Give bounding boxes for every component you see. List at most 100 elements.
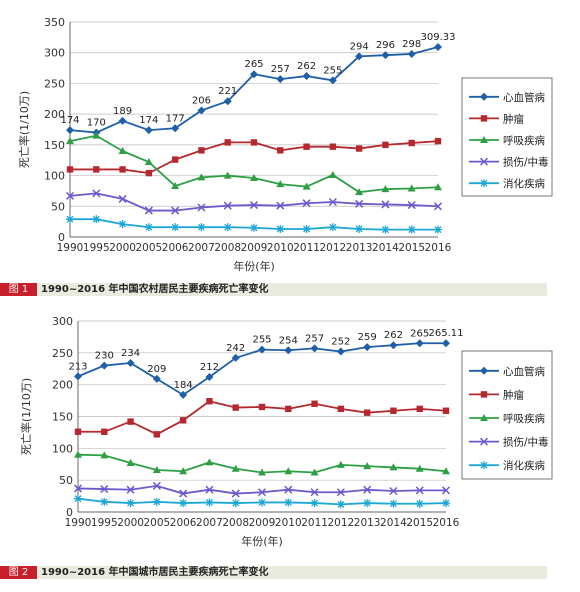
data-label: 174 <box>60 115 79 126</box>
data-label: 296 <box>376 40 395 51</box>
legend-marker <box>480 461 488 470</box>
data-label: 189 <box>113 106 132 117</box>
data-point <box>336 347 345 356</box>
data-label: 252 <box>331 337 350 348</box>
data-label: 298 <box>402 39 421 50</box>
data-point <box>442 467 450 475</box>
data-point <box>66 137 74 145</box>
data-label: 170 <box>87 118 106 129</box>
data-label: 242 <box>226 343 245 354</box>
data-point <box>231 353 240 362</box>
data-label: 221 <box>218 86 237 97</box>
data-point <box>258 468 266 476</box>
y-tick-label: 100 <box>44 170 65 183</box>
y-tick-label: 250 <box>44 77 65 90</box>
data-point <box>407 225 416 234</box>
data-point <box>302 199 311 208</box>
data-point <box>119 166 126 173</box>
data-point <box>303 143 310 150</box>
data-point <box>382 141 389 149</box>
data-point <box>328 170 337 178</box>
data-point <box>231 464 240 472</box>
data-point <box>198 147 205 154</box>
x-tick-label: 2015 <box>398 242 425 254</box>
x-tick-label: 1995 <box>91 517 118 529</box>
data-point <box>310 468 319 476</box>
data-label: 177 <box>166 113 185 124</box>
data-point <box>284 485 293 494</box>
data-point <box>416 405 423 413</box>
y-tick-label: 150 <box>44 139 65 152</box>
data-point <box>73 484 83 493</box>
data-point <box>152 481 161 490</box>
data-point <box>310 499 319 508</box>
y-axis-title: 死亡率(1/10万) <box>17 91 31 168</box>
data-point <box>179 489 188 498</box>
data-point <box>100 361 109 370</box>
legend-marker <box>480 115 488 122</box>
data-point <box>408 139 415 147</box>
data-point <box>277 147 284 154</box>
data-point <box>434 137 442 145</box>
data-point <box>328 76 337 85</box>
data-point <box>171 156 179 163</box>
data-point <box>302 225 311 234</box>
data-point <box>144 158 153 166</box>
legend-label: 消化疾病 <box>503 177 545 190</box>
data-label: 184 <box>174 380 193 391</box>
data-point <box>302 72 311 81</box>
series-1 <box>74 398 450 438</box>
data-point <box>381 185 390 193</box>
data-point <box>355 188 364 196</box>
data-point <box>171 206 180 215</box>
data-label: 294 <box>350 41 369 52</box>
x-tick-label: 2005 <box>135 242 162 254</box>
data-point <box>337 405 345 413</box>
legend-label: 呼吸疾病 <box>503 134 545 147</box>
data-label: 234 <box>121 348 140 359</box>
data-point <box>224 139 231 146</box>
data-point <box>250 139 258 146</box>
data-label: 212 <box>200 362 219 373</box>
data-point <box>231 499 240 508</box>
x-tick-label: 2015 <box>406 517 433 529</box>
caption-1-text: 1990~2016 年中国农村居民主要疾病死亡率变化 <box>41 284 269 295</box>
data-point <box>118 116 127 125</box>
data-point <box>415 339 424 348</box>
data-point <box>442 339 450 348</box>
data-point <box>258 345 266 354</box>
x-tick-label: 2005 <box>143 517 170 529</box>
data-point <box>258 498 266 507</box>
x-tick-label: 2010 <box>267 242 294 254</box>
data-point <box>329 143 337 150</box>
data-point <box>100 497 109 506</box>
data-point <box>389 463 398 471</box>
caption-2-text: 1990~2016 年中国城市居民主要疾病死亡率变化 <box>41 567 269 578</box>
y-tick-label: 250 <box>52 347 73 360</box>
x-tick-label: 2014 <box>380 517 407 529</box>
data-point <box>145 169 153 177</box>
data-point <box>152 374 161 383</box>
series-2 <box>74 450 450 476</box>
data-label: 255 <box>323 65 342 76</box>
y-tick-label: 150 <box>52 411 73 424</box>
x-tick-label: 1990 <box>57 242 84 254</box>
data-point <box>381 200 390 209</box>
y-tick-label: 50 <box>51 200 65 213</box>
data-point <box>355 145 363 152</box>
data-point <box>126 499 135 508</box>
data-point <box>249 201 259 210</box>
legend-marker <box>480 366 488 375</box>
data-point <box>355 52 364 61</box>
data-label: 262 <box>384 330 403 341</box>
x-tick-label: 2006 <box>162 242 189 254</box>
data-point <box>101 428 108 435</box>
x-tick-label: 2013 <box>354 517 381 529</box>
data-point <box>336 500 345 509</box>
legend-marker <box>480 136 488 143</box>
x-axis-title: 年份(年) <box>241 534 283 548</box>
data-point <box>92 131 101 139</box>
data-point <box>363 485 372 494</box>
data-point <box>284 346 293 355</box>
data-point <box>284 498 293 507</box>
